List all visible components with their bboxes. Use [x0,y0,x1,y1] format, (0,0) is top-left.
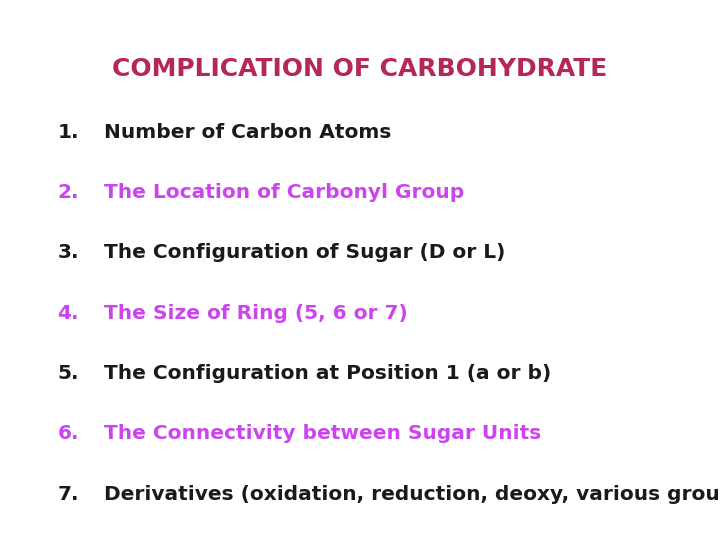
Text: COMPLICATION OF CARBOHYDRATE: COMPLICATION OF CARBOHYDRATE [112,57,608,80]
Text: The Location of Carbonyl Group: The Location of Carbonyl Group [104,183,464,202]
Text: 2.: 2. [58,183,79,202]
Text: Number of Carbon Atoms: Number of Carbon Atoms [104,123,392,142]
Text: 7.: 7. [58,484,79,504]
Text: Derivatives (oxidation, reduction, deoxy, various group): Derivatives (oxidation, reduction, deoxy… [104,484,720,504]
Text: The Configuration at Position 1 (a or b): The Configuration at Position 1 (a or b) [104,364,552,383]
Text: 4.: 4. [58,303,79,323]
Text: The Size of Ring (5, 6 or 7): The Size of Ring (5, 6 or 7) [104,303,408,323]
Text: 6.: 6. [58,424,79,443]
Text: 3.: 3. [58,244,79,262]
Text: 5.: 5. [58,364,79,383]
Text: The Connectivity between Sugar Units: The Connectivity between Sugar Units [104,424,541,443]
Text: The Configuration of Sugar (D or L): The Configuration of Sugar (D or L) [104,244,505,262]
Text: 1.: 1. [58,123,79,142]
